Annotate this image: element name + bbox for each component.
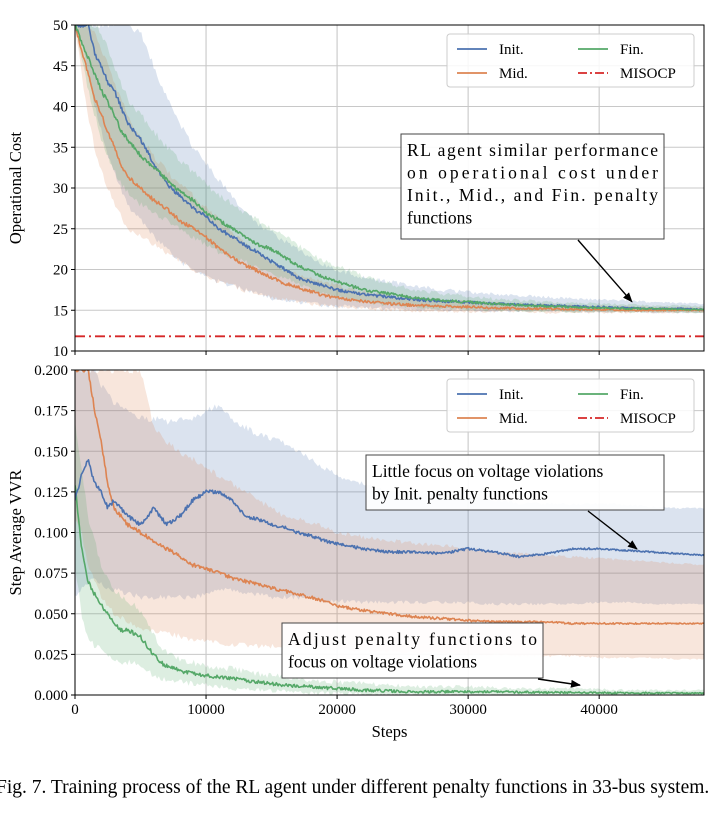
ytick-label-3: 0.075 — [34, 566, 68, 582]
ytick-label-0: 10 — [53, 344, 68, 360]
band-mid — [75, 25, 704, 314]
xtick-label-1: 10000 — [187, 702, 225, 718]
band-mid — [75, 370, 704, 660]
plot-area — [75, 370, 704, 695]
ytick-label-2: 20 — [53, 263, 68, 279]
annotation-cost-line-4: functions — [407, 208, 472, 228]
ytick-label-4: 0.100 — [34, 526, 68, 542]
y-axis-label: Step Average VVR — [6, 470, 25, 596]
annotation-adjust: Adjust penalty functions to focus on volt… — [281, 622, 581, 688]
ytick-label-1: 0.025 — [34, 647, 68, 663]
chart-panel-2: 0.000 0.025 0.050 0.075 0.100 0.125 0.150 0.175… — [6, 363, 705, 741]
ytick-label-3: 25 — [53, 222, 68, 238]
legend: Init. Fin. Mid. MISOCP — [446, 378, 695, 433]
annotation-cost-frame — [400, 133, 665, 240]
legend-label-init: Init. — [499, 387, 524, 403]
annotation-cost-line-2: on operational cost under — [407, 163, 658, 183]
x-axis-label: Steps — [372, 722, 408, 741]
ytick-label-7: 0.175 — [34, 404, 68, 420]
legend-label-mid: Mid. — [499, 411, 528, 427]
ytick-label-1: 15 — [53, 303, 68, 319]
annotation-init-line-2: by Init. penalty functions — [372, 484, 548, 504]
ytick-label-5: 0.125 — [34, 485, 68, 501]
figure-caption: Fig. 7. Training process of the RL agent… — [0, 777, 710, 798]
band-init — [75, 25, 704, 314]
ytick-label-7: 45 — [53, 59, 68, 75]
chart-panel-1: 10 15 20 25 30 35 40 45 50 Operational Cost Init. F… — [6, 18, 705, 360]
figure: 10 15 20 25 30 35 40 45 50 Operational Cost Init. F… — [6, 18, 705, 741]
legend-label-fin: Fin. — [620, 387, 644, 403]
ytick-label-8: 0.200 — [34, 363, 68, 379]
line-mid — [75, 370, 704, 626]
line-init — [75, 25, 704, 311]
ytick-label-2: 0.050 — [34, 607, 68, 623]
legend-label-mid: Mid. — [499, 66, 528, 82]
ytick-label-0: 0.000 — [34, 688, 68, 704]
xtick-label-2: 20000 — [318, 702, 356, 718]
annotation-adjust-frame — [281, 622, 544, 679]
legend: Init. Fin. Mid. MISOCP — [446, 33, 695, 88]
annotation-init-frame — [365, 454, 665, 511]
legend-label-misocp: MISOCP — [620, 66, 676, 82]
legend-frame — [446, 33, 695, 88]
legend-label-fin: Fin. — [620, 42, 644, 58]
ytick-label-4: 30 — [53, 181, 68, 197]
annotation-adjust-arrow — [537, 678, 581, 688]
xtick-label-0: 0 — [71, 702, 79, 718]
band-init — [75, 370, 704, 606]
ytick-label-8: 50 — [53, 18, 68, 34]
line-fin — [75, 485, 704, 695]
line-init — [75, 458, 704, 559]
line-fin — [75, 25, 704, 311]
ytick-label-6: 0.150 — [34, 444, 68, 460]
legend-frame — [446, 378, 695, 433]
annotation-cost: RL agent similar performance on operation… — [400, 133, 665, 303]
legend-label-init: Init. — [499, 42, 524, 58]
legend-label-misocp: MISOCP — [620, 411, 676, 427]
annotation-adjust-line-2: focus on voltage violations — [288, 652, 477, 672]
annotation-cost-arrow — [577, 239, 633, 303]
xtick-label-4: 40000 — [580, 702, 618, 718]
annotation-init: Little focus on voltage violations by Ini… — [365, 454, 665, 550]
ytick-label-5: 35 — [53, 140, 68, 156]
annotation-cost-line-1: RL agent similar performance — [407, 140, 658, 160]
y-axis-label: Operational Cost — [6, 131, 25, 244]
xtick-label-3: 30000 — [449, 702, 487, 718]
ytick-label-6: 40 — [53, 100, 68, 116]
annotation-init-line-1: Little focus on voltage violations — [372, 461, 604, 481]
annotation-init-arrow — [587, 510, 638, 550]
band-fin — [75, 25, 704, 314]
plot-area — [75, 25, 704, 338]
annotation-adjust-line-1: Adjust penalty functions to — [288, 629, 537, 649]
line-mid — [75, 25, 704, 312]
